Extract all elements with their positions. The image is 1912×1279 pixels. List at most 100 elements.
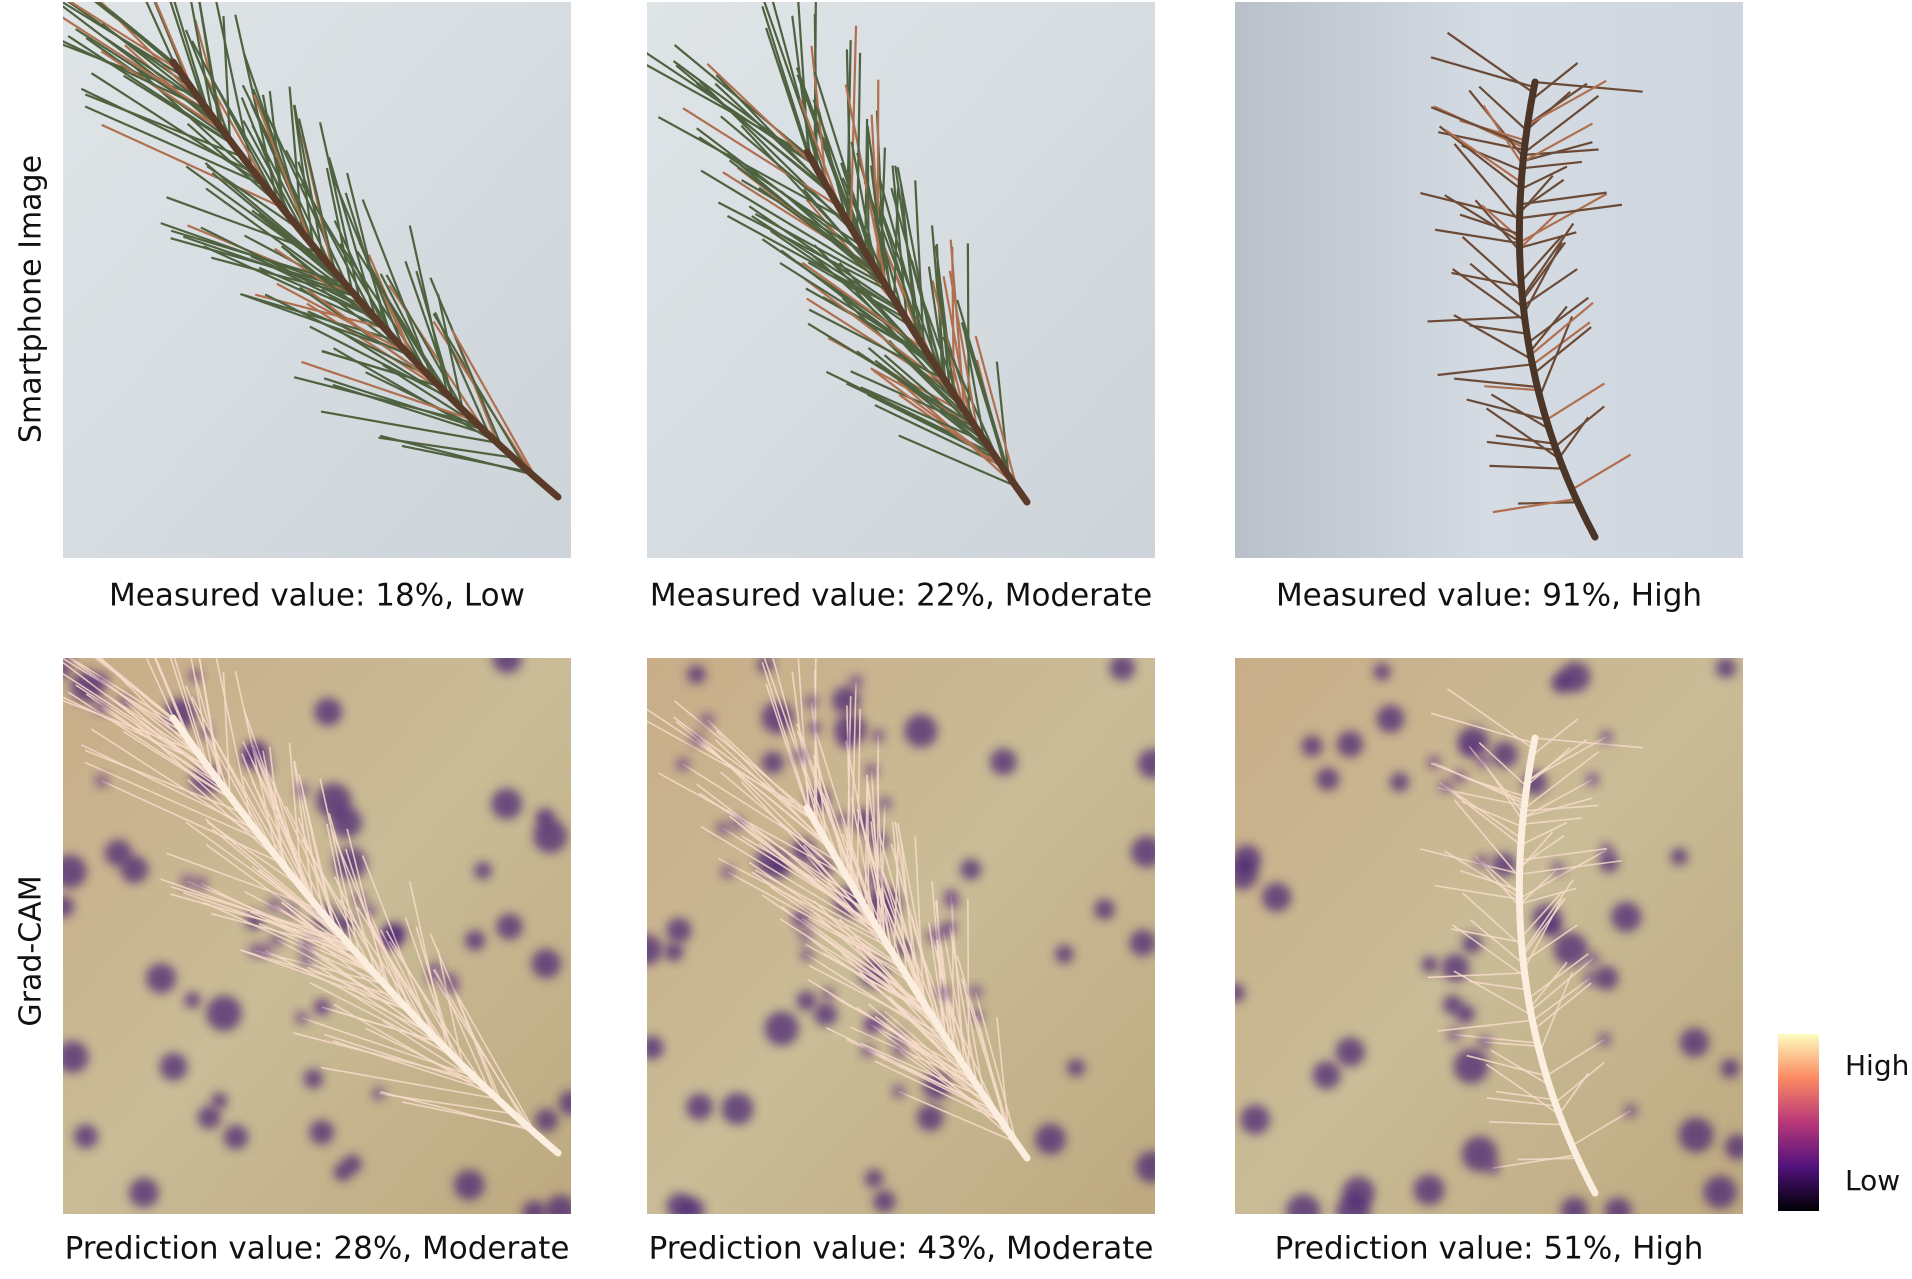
needle: [893, 843, 899, 956]
activation-spot: [184, 991, 201, 1009]
needle-tip-spot: [1585, 772, 1600, 787]
needle: [101, 780, 282, 864]
needle: [808, 964, 945, 1036]
activation-spot: [757, 658, 774, 674]
needle: [1554, 405, 1605, 448]
needle-tip-spot: [892, 1043, 907, 1058]
activation-spot: [1720, 1058, 1740, 1079]
needle-tip-spot: [795, 911, 810, 926]
needle-tip-spot: [1462, 739, 1477, 754]
needle: [866, 126, 870, 258]
needle-tip-spot: [314, 1000, 329, 1015]
needle: [1519, 859, 1623, 876]
needle: [966, 243, 970, 418]
activation-spot: [1262, 882, 1292, 912]
needle: [748, 861, 901, 966]
needle: [1518, 174, 1554, 214]
needle: [204, 818, 338, 931]
needle: [145, 658, 176, 721]
needle: [1571, 453, 1632, 491]
needle: [1522, 924, 1578, 963]
needle: [1437, 363, 1533, 377]
needle: [1519, 887, 1577, 905]
needle: [190, 2, 214, 118]
needle: [1527, 736, 1607, 782]
activation-spot: [1560, 1196, 1589, 1214]
needle: [63, 661, 218, 780]
needle: [866, 835, 894, 953]
activation-spot: [129, 1177, 159, 1208]
activation-spot: [223, 1124, 249, 1150]
needle: [838, 918, 944, 1034]
caption: Measured value: 22%, Moderate: [650, 578, 1152, 614]
needle: [1489, 464, 1564, 470]
needle: [682, 763, 839, 863]
needle: [890, 187, 945, 379]
needle: [293, 1032, 478, 1081]
needle: [1459, 213, 1520, 236]
panel-content: [63, 658, 571, 1214]
activation-spot: [1461, 933, 1483, 954]
needle: [1522, 797, 1593, 818]
row-label: Smartphone Image: [14, 155, 49, 443]
needle-tip-spot: [891, 1084, 906, 1099]
needle: [763, 2, 833, 195]
colorbar-high: High: [1845, 1049, 1909, 1082]
needle: [262, 750, 286, 868]
activation-spot: [764, 1011, 799, 1046]
needle: [1519, 231, 1577, 249]
activation-spot: [73, 1124, 99, 1149]
activation-spot: [687, 665, 706, 684]
needle: [98, 658, 174, 719]
needle: [942, 992, 1000, 1119]
needle: [285, 805, 375, 973]
activation-spot: [63, 1040, 89, 1073]
needle: [813, 71, 879, 274]
needle: [1571, 1109, 1632, 1147]
needle: [306, 302, 445, 392]
needle: [1492, 497, 1577, 514]
activation-spot: [197, 1105, 222, 1130]
needle: [898, 393, 1005, 470]
branch-stem: [169, 58, 562, 501]
activation-spot: [544, 1194, 571, 1214]
needle: [1466, 1054, 1547, 1077]
needle: [153, 658, 190, 741]
needle: [253, 750, 312, 900]
needle: [63, 40, 208, 111]
needle: [90, 72, 264, 185]
activation-spot: [63, 661, 72, 678]
needle: [432, 313, 528, 471]
needle-tip-spot: [1551, 861, 1566, 876]
needle: [1523, 897, 1563, 970]
needle: [898, 1050, 1005, 1126]
needle: [974, 991, 1018, 1144]
activation-spot: [1453, 1048, 1489, 1084]
activation-spot: [1055, 944, 1074, 964]
needle: [856, 708, 861, 895]
caption: Prediction value: 43%, Moderate: [649, 1231, 1154, 1267]
needle: [301, 1017, 474, 1077]
activation-spot: [960, 858, 982, 880]
needle: [85, 749, 243, 814]
needle: [346, 828, 387, 987]
image-panel: [1235, 2, 1743, 558]
needle: [380, 1091, 532, 1132]
needle: [288, 742, 303, 889]
needle: [293, 104, 325, 259]
needle: [931, 936, 965, 1065]
needle: [301, 790, 334, 926]
needle-tip-spot: [1582, 971, 1597, 986]
needle-tip-spot: [1485, 1161, 1500, 1176]
needle: [415, 270, 455, 401]
activation-spot: [1301, 735, 1323, 757]
needle: [761, 6, 811, 158]
needle: [154, 658, 194, 746]
needle: [429, 277, 503, 448]
needle: [1495, 1090, 1555, 1101]
needle-tip-spot: [763, 639, 777, 653]
needle-tip-spot: [258, 943, 273, 958]
needle: [203, 245, 386, 330]
activation-spot: [496, 913, 523, 940]
activation-spot: [1703, 1175, 1737, 1209]
